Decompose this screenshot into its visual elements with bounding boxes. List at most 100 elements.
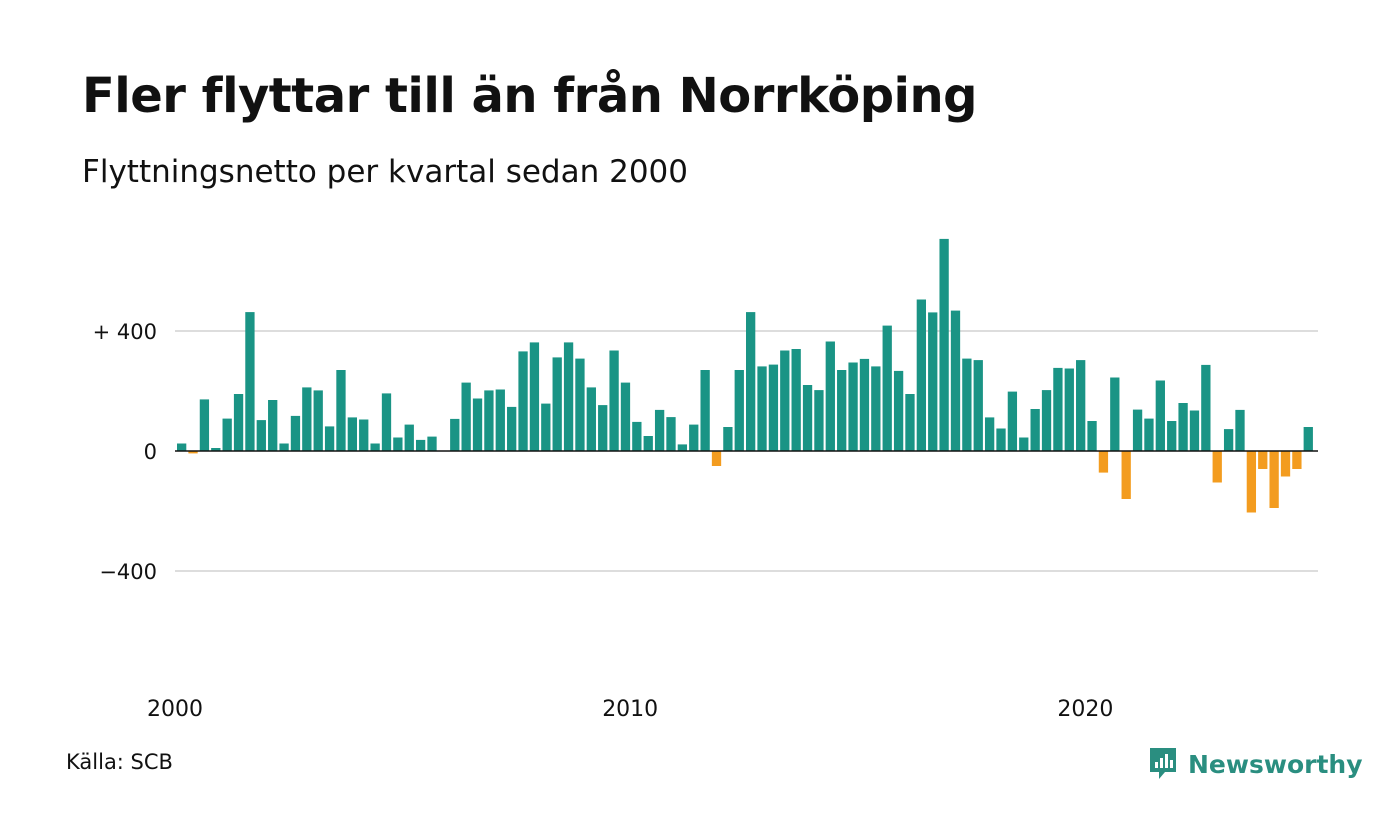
- bar: [802, 385, 813, 451]
- bar: [563, 342, 574, 451]
- bar: [1167, 421, 1177, 451]
- y-axis-labels: + 400 0 −400: [93, 320, 157, 584]
- bar: [370, 443, 380, 451]
- bar: [1201, 364, 1211, 451]
- bar: [893, 370, 904, 451]
- bar: [996, 428, 1006, 451]
- y-tick-label: + 400: [93, 320, 157, 344]
- brand[interactable]: Newsworthy: [1148, 744, 1363, 784]
- bar: [211, 448, 221, 451]
- bar: [393, 437, 403, 451]
- bar: [1246, 451, 1257, 513]
- bar: [381, 393, 392, 451]
- bar: [837, 370, 847, 451]
- bar: [780, 350, 790, 451]
- bar: [1178, 403, 1188, 451]
- bar: [916, 299, 926, 451]
- bar: [666, 417, 676, 451]
- bar: [541, 403, 551, 451]
- bar: [984, 417, 995, 451]
- x-tick-label: 2020: [1057, 697, 1113, 722]
- bar: [484, 390, 494, 451]
- bar: [1087, 421, 1097, 451]
- bar: [814, 390, 824, 451]
- newsworthy-logo-icon: [1150, 748, 1176, 779]
- bar: [256, 420, 266, 451]
- bar: [233, 394, 244, 451]
- bar: [472, 398, 483, 451]
- bar: [734, 370, 744, 451]
- bar: [1019, 437, 1029, 451]
- bar: [882, 325, 892, 451]
- x-axis-labels: 2000 2010 2020: [147, 697, 1113, 722]
- bar: [359, 419, 369, 451]
- bar: [1292, 451, 1302, 469]
- bar: [1076, 360, 1086, 451]
- bar: [1030, 409, 1040, 451]
- bar: [495, 389, 505, 451]
- bar: [199, 399, 210, 451]
- bar: [302, 387, 312, 451]
- bar: [336, 370, 346, 451]
- bar: [973, 360, 983, 451]
- bar: [461, 382, 471, 451]
- chart-title: Fler flyttar till än från Norrköping: [82, 68, 978, 124]
- bar: [415, 439, 426, 451]
- bar: [1303, 427, 1313, 451]
- bar: [404, 424, 414, 451]
- bar: [1235, 409, 1245, 451]
- bar: [609, 350, 619, 451]
- bar: [711, 451, 722, 466]
- bar: [1189, 410, 1200, 451]
- bar: [677, 444, 688, 451]
- bar: [689, 424, 699, 451]
- bar: [723, 427, 733, 451]
- bar: [746, 312, 756, 451]
- bar: [1155, 380, 1165, 451]
- bar: [871, 366, 881, 451]
- bar: [1053, 367, 1063, 451]
- bar: [177, 443, 187, 451]
- bar: [518, 351, 528, 451]
- bar: [1144, 418, 1154, 451]
- bar: [507, 406, 517, 451]
- x-tick-label: 2000: [147, 697, 203, 722]
- bars: [177, 238, 1313, 513]
- bar: [1007, 391, 1018, 451]
- bar: [632, 421, 642, 451]
- bar: [268, 400, 278, 451]
- bar: [1212, 451, 1222, 483]
- bar: [575, 358, 585, 451]
- bar: [324, 426, 335, 451]
- bar: [222, 418, 232, 451]
- bar: [643, 436, 653, 451]
- bar: [654, 409, 665, 451]
- bar: [188, 451, 198, 454]
- bar: [290, 415, 301, 451]
- bar: [905, 394, 915, 451]
- bar: [1098, 451, 1109, 473]
- bar: [279, 443, 289, 451]
- bar: [347, 417, 357, 451]
- bar: [791, 349, 801, 451]
- bar: [1132, 409, 1143, 451]
- bar: [450, 418, 460, 451]
- bar: [1064, 368, 1074, 451]
- bar: [928, 312, 938, 451]
- bar: [529, 342, 540, 451]
- bar: [1121, 451, 1131, 499]
- bar: [1041, 390, 1052, 451]
- bar: [939, 238, 949, 451]
- y-tick-label: −400: [99, 560, 157, 584]
- brand-name: Newsworthy: [1188, 749, 1363, 779]
- chart-subtitle: Flyttningsnetto per kvartal sedan 2000: [82, 154, 688, 190]
- bar: [700, 370, 710, 451]
- x-tick-label: 2010: [602, 697, 658, 722]
- bar: [245, 312, 255, 451]
- bar: [859, 358, 870, 451]
- bar: [962, 358, 972, 451]
- bar: [825, 341, 835, 451]
- bar: [757, 366, 767, 451]
- y-tick-label: 0: [144, 440, 157, 464]
